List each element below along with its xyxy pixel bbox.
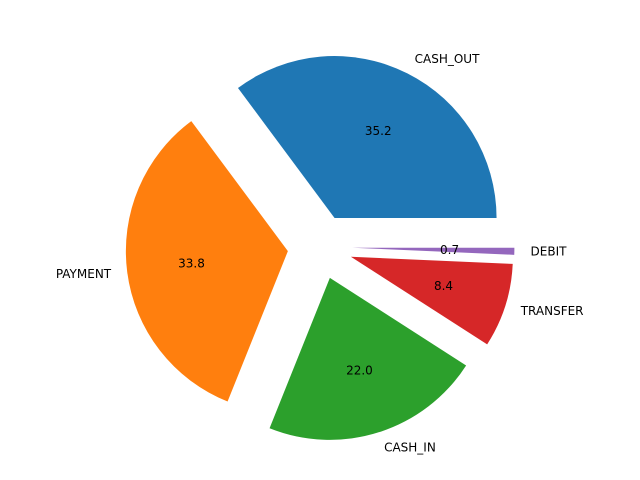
- slice-label-debit: DEBIT: [531, 245, 568, 259]
- slice-value-payment: 33.8: [178, 257, 205, 271]
- pie-slice-debit: [352, 247, 515, 255]
- slice-value-debit: 0.7: [440, 243, 459, 257]
- slice-value-cash-out: 35.2: [365, 124, 392, 138]
- pie-slice-cash-out: [237, 56, 497, 219]
- slice-label-cash-out: CASH_OUT: [415, 52, 480, 66]
- pie-slice-payment: [125, 121, 288, 402]
- pie-slices: [125, 56, 515, 440]
- slice-value-transfer: 8.4: [434, 279, 453, 293]
- pie-slice-cash-in: [269, 277, 467, 440]
- slice-label-cash-in: CASH_IN: [384, 441, 436, 455]
- pie-labels: CASH_OUT 35.2 PAYMENT 33.8 CASH_IN 22.0 TRANSF…: [56, 52, 584, 455]
- pie-slice-transfer: [350, 256, 513, 345]
- slice-label-transfer: TRANSFER: [520, 304, 584, 318]
- slice-value-cash-in: 22.0: [346, 363, 373, 377]
- slice-label-payment: PAYMENT: [56, 267, 112, 281]
